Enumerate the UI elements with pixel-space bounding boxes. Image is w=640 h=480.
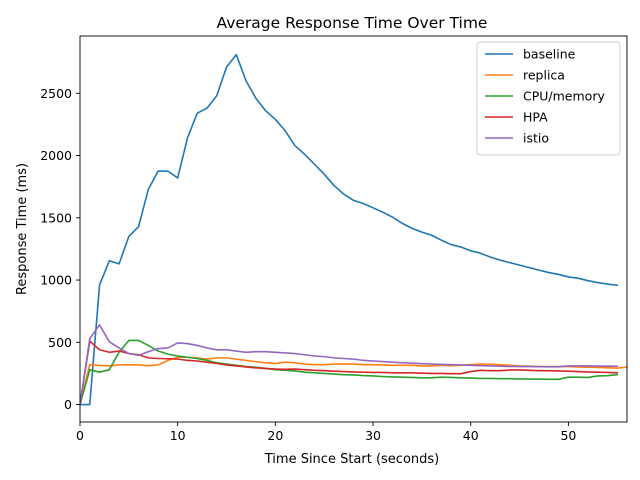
series-lines: [80, 53, 627, 406]
x-tick-label: 0: [76, 428, 84, 443]
y-tick-label: 0: [64, 397, 72, 412]
series-line-replica: [80, 356, 627, 406]
plot-frame: [79, 35, 628, 423]
y-tick-label: 1000: [40, 273, 72, 288]
y-tick-label: 1500: [40, 210, 72, 225]
legend-label: baseline: [523, 47, 576, 62]
legend-label: CPU/memory: [523, 89, 605, 104]
legend-label: HPA: [523, 110, 548, 125]
chart-title: Average Response Time Over Time: [217, 14, 488, 32]
y-tick-label: 2000: [40, 148, 72, 163]
y-tick-label: 2500: [40, 86, 72, 101]
x-tick-label: 20: [267, 428, 283, 443]
x-tick-label: 10: [170, 428, 186, 443]
legend-label: replica: [523, 68, 565, 83]
x-axis-label: Time Since Start (seconds): [264, 452, 440, 467]
legend-label: istio: [523, 131, 549, 146]
legend: baseline replica CPU/memory HPA istio: [476, 41, 621, 156]
series-line-hpa: [80, 340, 619, 406]
y-tick-label: 500: [48, 335, 72, 350]
series-line-baseline: [80, 53, 619, 406]
y-axis-label: Response Time (ms): [15, 163, 30, 295]
x-tick-label: 30: [365, 428, 381, 443]
x-tick-label: 40: [463, 428, 479, 443]
series-line-cpu-memory: [80, 339, 619, 406]
legend-box: [476, 41, 621, 156]
x-tick-label: 50: [560, 428, 576, 443]
series-line-istio: [80, 324, 619, 406]
